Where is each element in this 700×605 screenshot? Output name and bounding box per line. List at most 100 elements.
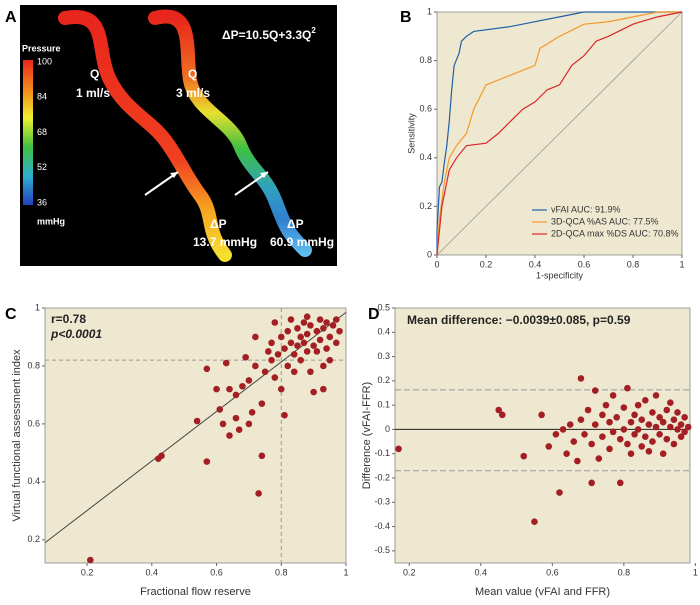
point (584, 406, 592, 414)
point (620, 404, 628, 411)
point (495, 406, 502, 414)
point (574, 457, 581, 465)
equation-superscript: 2 (311, 26, 316, 35)
y-tick-label: 0.6 (27, 418, 40, 428)
point (323, 319, 330, 326)
point (677, 421, 685, 428)
x-tick-label: 0.4 (146, 567, 159, 577)
y-axis-label: Sensitivity (406, 113, 416, 154)
x-tick-label: 0.2 (480, 259, 493, 269)
reference-diagonal (436, 11, 683, 256)
point (581, 430, 588, 438)
y-axis-label: Virtual functional assessment index (11, 349, 23, 522)
point (570, 438, 578, 445)
x-tick-label: 1 (343, 567, 348, 577)
point (602, 401, 610, 409)
point (652, 392, 660, 399)
point (674, 409, 681, 416)
point (556, 489, 563, 496)
y-tick-label: 0.4 (377, 327, 390, 337)
x-tick-label: 1 (693, 567, 698, 577)
point (252, 362, 259, 370)
point (627, 450, 635, 458)
point (316, 336, 324, 344)
y-tick-label: 0.6 (419, 104, 432, 114)
point (609, 428, 617, 436)
drop-value: 13.7 mmHg (193, 235, 257, 249)
vessel (58, 9, 232, 262)
point (323, 345, 330, 352)
y-tick-label: 1 (427, 6, 432, 16)
point (274, 351, 282, 358)
point (226, 385, 233, 393)
annotation: r=0.78 (51, 312, 86, 326)
point (232, 391, 240, 399)
point (566, 421, 574, 428)
point (255, 490, 262, 497)
x-tick-label: 0.4 (475, 567, 488, 577)
point (232, 414, 240, 422)
point (226, 432, 233, 439)
x-tick-label: 0.8 (627, 259, 640, 269)
point (316, 316, 324, 323)
point (265, 348, 272, 355)
point (616, 479, 624, 487)
vessel (148, 9, 312, 257)
point (613, 413, 620, 421)
point (268, 339, 275, 347)
y-tick-label: -0.4 (374, 521, 390, 531)
x-tick-label: 0.6 (578, 259, 591, 269)
point (681, 413, 688, 421)
point (577, 375, 585, 382)
x-tick-label: 0.6 (546, 567, 559, 577)
point (667, 399, 674, 407)
colorbar (23, 60, 33, 205)
point (588, 440, 595, 448)
point (552, 430, 560, 438)
point (634, 426, 642, 433)
point (652, 423, 660, 431)
point (642, 396, 649, 404)
point (307, 322, 314, 329)
point (261, 368, 269, 376)
point (656, 430, 663, 438)
point (248, 409, 256, 416)
point (287, 339, 295, 347)
x-axis-label: 1-specificity (536, 270, 584, 280)
colorbar-tick-label: 52 (37, 162, 47, 172)
legend-label: vFAI AUC: 91.9% (551, 204, 621, 214)
y-tick-label: 0.8 (27, 360, 40, 370)
point (649, 409, 656, 416)
colorbar-tick-label: 84 (37, 92, 47, 102)
point (326, 333, 334, 341)
point (239, 382, 246, 390)
panel-label: C (5, 306, 17, 323)
point (638, 443, 646, 450)
point (559, 426, 567, 433)
point (287, 316, 295, 323)
point (203, 365, 211, 373)
point (297, 333, 304, 341)
x-tick-label: 1 (679, 259, 684, 269)
point (663, 406, 671, 414)
point (277, 333, 285, 341)
point (563, 450, 570, 458)
point (599, 411, 606, 419)
y-tick-label: -0.5 (374, 545, 390, 555)
y-tick-label: -0.3 (374, 497, 390, 507)
point (659, 418, 667, 426)
point (645, 421, 653, 428)
point (303, 313, 311, 320)
point (577, 416, 585, 424)
x-tick-label: 0.2 (81, 567, 94, 577)
point (158, 452, 165, 460)
point (670, 416, 678, 424)
point (326, 356, 334, 364)
point (667, 423, 674, 431)
point (310, 342, 317, 349)
y-tick-label: 0 (427, 249, 432, 259)
colorbar-tick-label: 100 (37, 56, 52, 66)
y-tick-label: 0.2 (377, 375, 390, 385)
point (588, 479, 595, 487)
y-tick-label: 0.8 (419, 55, 432, 65)
